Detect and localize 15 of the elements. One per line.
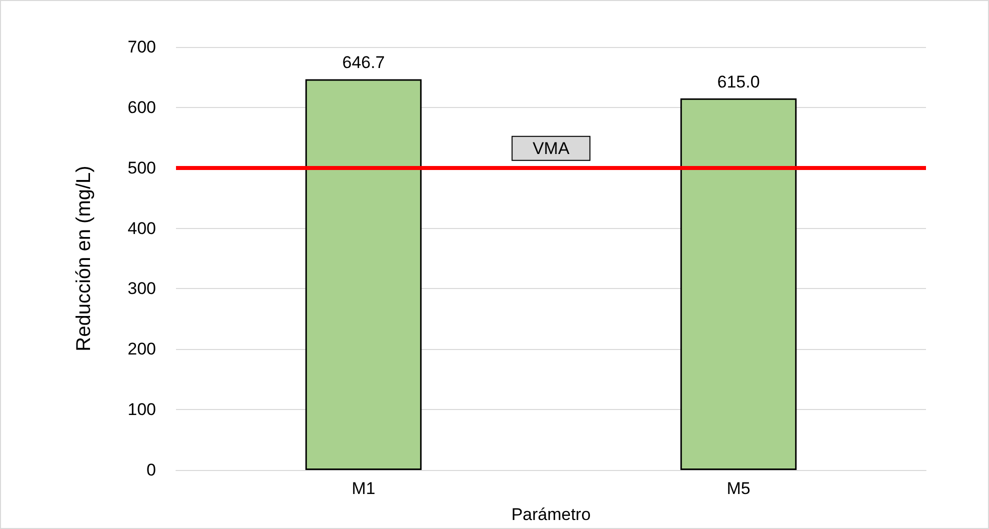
y-tick-label: 700 [128,38,156,56]
y-tick-label: 200 [128,340,156,359]
x-tick-label: M5 [726,479,750,498]
y-tick-label: 300 [128,279,156,298]
x-axis-title: Parámetro [511,505,591,524]
x-tick-label: M1 [352,479,376,498]
data-label: 615.0 [717,72,760,92]
y-tick-label: 100 [128,400,156,420]
y-axis-title: Reducción en (mg/L) [73,166,95,352]
y-tick-label: 400 [128,218,156,238]
y-tick-label: 500 [128,158,156,178]
y-tick-label: 600 [128,98,156,117]
data-label: 646.7 [342,53,385,72]
y-tick-label: 0 [146,460,156,480]
ref-line-label: VMA [532,138,570,158]
